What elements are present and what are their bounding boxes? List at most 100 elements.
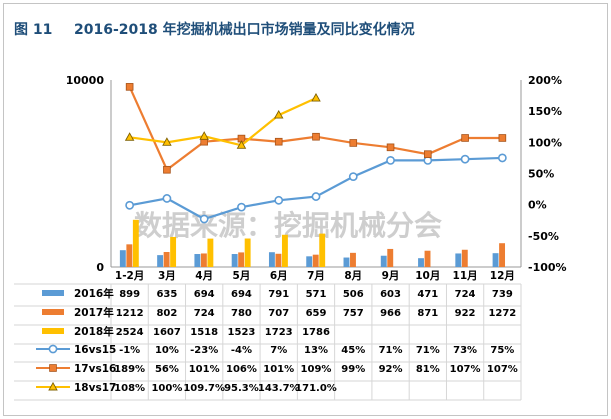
figure-number: 图 11 [14,22,52,38]
y-left-tick: 10000 [66,74,105,87]
bar-2018年 [281,234,288,267]
table-cell: 73% [453,345,477,356]
bar-2017年 [163,252,170,267]
point-18vs17 [162,137,172,146]
table-cell: -4% [231,345,252,356]
bar-2018年 [170,236,177,267]
point-17vs16 [498,134,507,142]
point-18vs17 [311,92,321,102]
legend-key-2016年 [42,290,64,296]
table-cell: 109% [301,364,332,375]
table-cell: 189% [114,364,145,375]
point-16vs15 [237,202,246,212]
x-tick-label: 9月 [382,270,400,282]
bar-2016年 [455,253,462,267]
bar-2018年 [244,238,251,267]
table-cell: 13% [304,345,328,356]
table-cell: 899 [119,289,140,300]
table-cell: 506 [343,289,364,300]
y-right-tick: 150% [528,105,562,118]
figure-border [3,3,608,416]
y-right-tick: -100% [528,261,567,274]
y-right-tick: 0% [528,199,547,212]
table-cell: 635 [156,289,177,300]
legend-marker-18vs17 [48,381,58,391]
bar-2016年 [492,253,499,267]
point-16vs15 [497,153,507,163]
table-cell: 107% [487,364,518,375]
table-cell: 101% [263,364,294,375]
y-left-tick: 0 [96,261,104,274]
table-cell: 2524 [116,327,144,338]
table-cell: 1518 [190,327,218,338]
y-right-tick: -50% [528,230,559,243]
point-16vs15 [162,194,172,203]
table-cell: 10% [155,345,179,356]
table-cell: 1272 [488,308,516,319]
table-cell: 75% [490,345,514,356]
legend-label: 16vs15 [74,344,116,356]
table-cell: 1212 [116,308,144,319]
point-16vs15 [199,214,209,224]
bar-2017年 [350,252,356,267]
table-cell: 739 [492,289,513,300]
table-cell: 922 [455,308,476,319]
table-cell: -1% [119,345,140,356]
table-cell: 99% [341,364,365,375]
bar-2017年 [387,248,394,267]
bar-2017年 [238,252,245,267]
table-cell: 100% [151,383,182,394]
table-cell: 143.7% [258,383,300,394]
table-cell: 707 [268,308,289,319]
table-cell: 95.3% [224,383,259,394]
table-cell: 694 [194,289,215,300]
bar-2017年 [275,253,282,267]
table-cell: 109.7% [183,383,225,394]
bar-2017年 [499,243,506,267]
table-cell: 791 [268,289,289,300]
point-17vs16 [349,139,358,147]
point-16vs15 [311,192,321,201]
x-tick-label: 11月 [453,270,478,282]
x-tick-label: 10月 [415,270,440,282]
bar-2018年 [207,238,214,267]
table-cell: 101% [189,364,220,375]
point-17vs16 [312,132,320,141]
table-cell: 757 [343,308,364,319]
chart-title: 2016-2018 年挖掘机械出口市场销量及同比变化情况 [74,21,415,38]
table-cell: 659 [306,308,327,319]
y-right-tick: 200% [528,74,562,87]
x-tick-label: 8月 [344,270,362,282]
legend-marker-16vs15 [48,344,58,354]
bar-2016年 [231,254,238,267]
point-17vs16 [424,150,432,158]
table-cell: 108% [114,383,145,394]
table-cell: 724 [455,289,476,300]
bar-2017年 [461,249,468,267]
point-18vs17 [236,140,247,149]
point-18vs17 [199,131,209,140]
table-cell: 92% [379,364,403,375]
table-cell: 1607 [153,327,181,338]
table-cell: 571 [306,289,327,300]
point-17vs16 [274,137,283,146]
bar-2016年 [380,255,387,267]
y-right-tick: 50% [528,168,554,181]
table-cell: 106% [226,364,257,375]
point-17vs16 [125,83,134,91]
table-cell: 107% [450,364,481,375]
x-tick-label: 3月 [158,270,176,282]
table-cell: 1723 [265,327,293,338]
table-cell: 45% [341,345,365,356]
bar-2016年 [194,254,201,267]
point-16vs15 [125,200,135,210]
legend-marker-17vs16 [49,364,57,372]
bar-2017年 [312,254,319,267]
table-cell: 802 [156,308,177,319]
x-tick-label: 1-2月 [115,270,144,282]
point-17vs16 [163,165,171,174]
table-cell: 871 [417,308,438,319]
point-18vs17 [124,132,135,141]
table-cell: 171.0% [295,383,337,394]
